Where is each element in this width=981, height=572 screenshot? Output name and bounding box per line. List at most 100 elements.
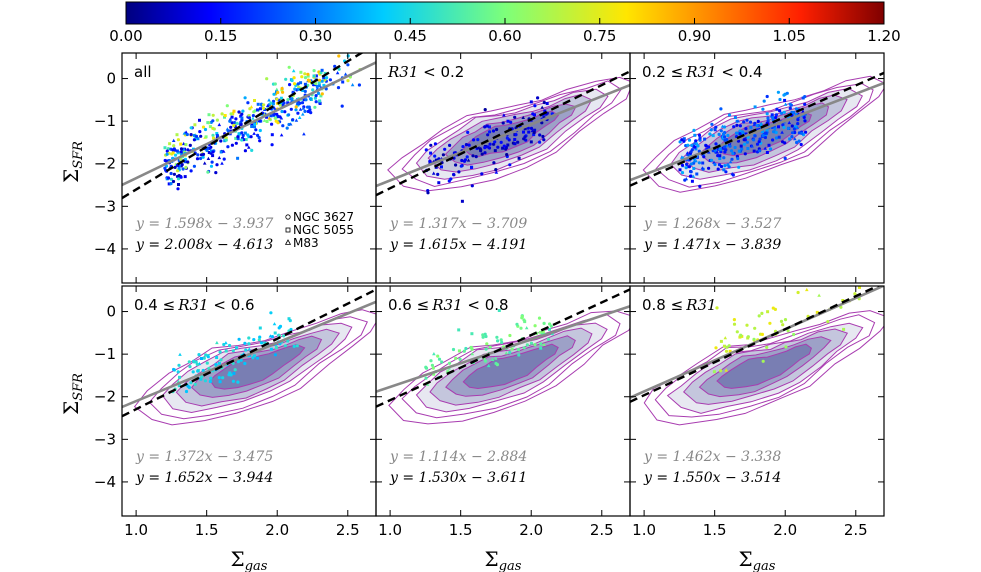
data-point <box>210 160 214 164</box>
data-point <box>504 351 509 355</box>
data-point <box>178 352 182 356</box>
data-point <box>689 170 693 174</box>
data-point <box>436 354 440 358</box>
data-point <box>325 76 329 80</box>
fit-equation-black: y = 2.008x − 4.613 <box>135 237 273 253</box>
fit-equation-grey: y = 1.268x − 3.527 <box>643 216 781 232</box>
fit-line-black <box>376 288 630 408</box>
data-point <box>538 330 542 334</box>
data-point <box>220 161 224 165</box>
data-point <box>723 336 728 340</box>
data-point <box>179 150 183 154</box>
data-point <box>192 138 196 142</box>
data-point <box>502 144 506 148</box>
data-point <box>229 125 233 129</box>
panel-label: 0.8 ≤ R31 <box>642 296 717 314</box>
data-point <box>723 138 727 142</box>
data-point <box>783 156 787 160</box>
data-point <box>236 135 240 139</box>
data-point <box>713 127 717 131</box>
data-point <box>192 359 196 363</box>
data-point <box>215 163 219 167</box>
data-point <box>522 346 526 350</box>
data-point <box>429 359 433 363</box>
data-point <box>717 147 722 151</box>
data-point <box>486 145 490 149</box>
data-point <box>240 138 244 142</box>
data-point <box>233 121 237 125</box>
data-point <box>215 118 219 122</box>
data-point <box>239 123 243 127</box>
data-point <box>430 363 434 367</box>
fit-equation-grey: y = 1.114x − 2.884 <box>389 449 527 465</box>
data-point <box>488 142 492 146</box>
data-point <box>752 149 756 153</box>
data-point <box>215 340 219 345</box>
data-point <box>447 179 451 183</box>
panel-label: 0.4 ≤ R31 < 0.6 <box>134 296 255 314</box>
data-point <box>462 349 466 353</box>
data-point <box>460 158 464 163</box>
data-point <box>273 82 277 86</box>
data-point <box>273 353 277 357</box>
data-point <box>328 78 332 82</box>
data-point <box>237 110 241 114</box>
data-point <box>767 143 771 147</box>
data-point <box>779 111 784 115</box>
data-point <box>494 361 498 366</box>
x-tick-label: 1.0 <box>632 521 656 539</box>
data-point <box>296 82 300 86</box>
data-point <box>483 151 487 155</box>
legend-label: NGC 5055 <box>293 223 354 237</box>
data-point <box>294 105 298 109</box>
legend-label: M83 <box>293 236 319 250</box>
panel-1: 0 −1 −2 −3 −4 all y = 1.598x − 3.937 y = 2.008x… <box>94 52 377 284</box>
data-point <box>542 138 546 142</box>
data-point <box>545 102 549 105</box>
data-point <box>542 100 546 105</box>
data-point <box>245 143 249 147</box>
data-point <box>732 322 737 326</box>
data-point <box>771 116 775 120</box>
data-point <box>744 127 748 131</box>
data-point <box>692 167 696 170</box>
data-point <box>542 342 546 346</box>
data-point <box>488 125 491 129</box>
data-point <box>687 165 692 169</box>
data-point <box>179 157 183 161</box>
data-point <box>693 145 697 149</box>
data-point <box>297 115 302 119</box>
data-point <box>217 376 221 380</box>
data-point <box>495 127 499 132</box>
y-tick-label: −1 <box>94 345 116 363</box>
data-point <box>437 357 442 361</box>
x-tick-label: 2.0 <box>519 521 543 539</box>
data-point <box>186 160 190 164</box>
data-point <box>208 379 212 384</box>
data-point <box>432 352 436 356</box>
fit-equation-black: y = 1.530x − 3.611 <box>389 470 527 486</box>
data-point <box>519 326 523 330</box>
data-point <box>424 376 428 380</box>
data-point <box>217 361 221 365</box>
data-point <box>803 102 807 106</box>
data-point <box>228 371 232 375</box>
data-point <box>424 148 428 152</box>
data-point <box>716 167 720 171</box>
data-point <box>760 332 765 336</box>
data-point <box>247 114 251 118</box>
data-point <box>685 151 690 155</box>
data-point <box>240 131 244 135</box>
data-point <box>199 134 203 138</box>
data-point <box>172 172 176 176</box>
data-point <box>224 138 228 142</box>
data-point <box>269 347 273 351</box>
colorbar-tick-label: 0.75 <box>583 27 616 45</box>
colorbar-tick-label: 0.30 <box>299 27 332 45</box>
fit-equation-grey: y = 1.598x − 3.937 <box>135 216 273 232</box>
density-contour <box>401 80 622 188</box>
data-point <box>291 118 295 122</box>
data-point <box>774 136 779 140</box>
data-point <box>257 338 261 342</box>
data-point <box>204 135 208 139</box>
